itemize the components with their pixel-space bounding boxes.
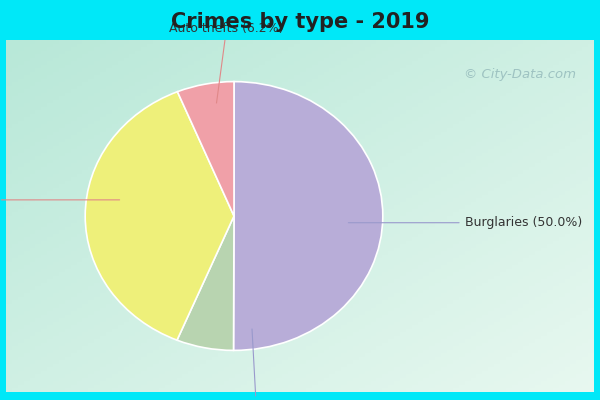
Text: Thefts (37.5%): Thefts (37.5%) (0, 193, 119, 206)
Text: Crimes by type - 2019: Crimes by type - 2019 (171, 12, 429, 32)
Wedge shape (177, 216, 234, 350)
Text: Rapes (6.2%): Rapes (6.2%) (214, 329, 298, 400)
Wedge shape (233, 82, 383, 350)
Wedge shape (85, 92, 234, 340)
Text: Burglaries (50.0%): Burglaries (50.0%) (349, 216, 582, 229)
Text: Auto thefts (6.2%): Auto thefts (6.2%) (169, 22, 284, 103)
Text: © City-Data.com: © City-Data.com (464, 68, 577, 81)
Wedge shape (178, 82, 234, 216)
